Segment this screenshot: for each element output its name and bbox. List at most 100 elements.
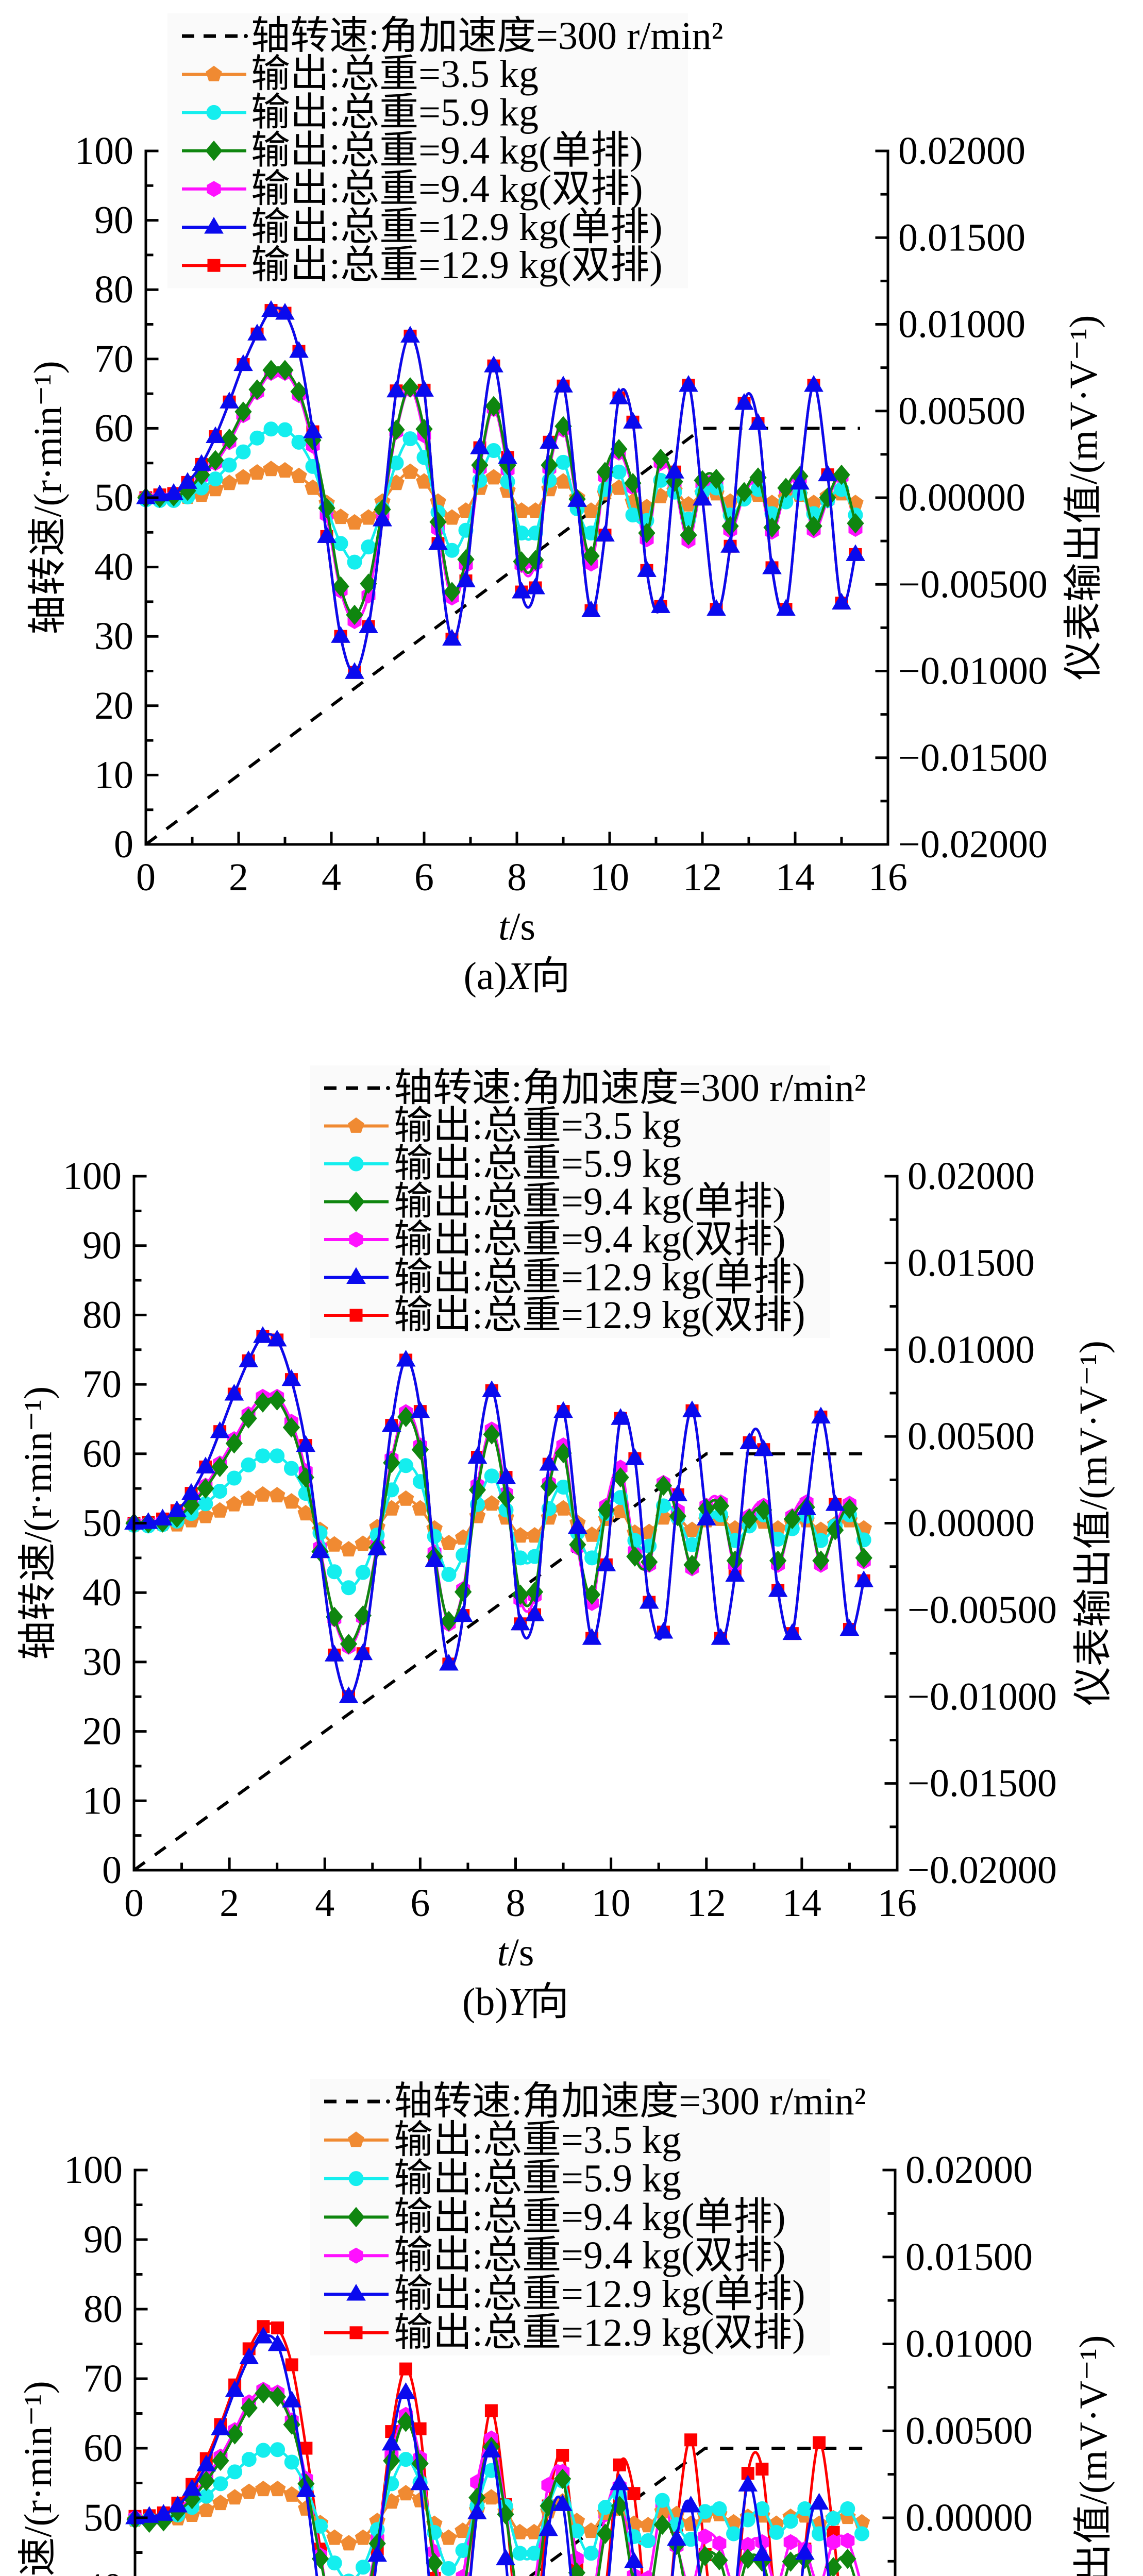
output-5-9kg-marker: [213, 2476, 228, 2492]
output-12-9kg-single-marker: [178, 472, 197, 489]
shaft-speed-line: [528, 2447, 867, 2576]
output-9-4kg-single-marker: [847, 513, 864, 534]
left-tick-label: 90: [82, 1224, 122, 1267]
x-tick-label: 14: [776, 856, 815, 899]
left-tick-label: 50: [82, 1502, 122, 1545]
output-12-9kg-single-marker: [195, 1456, 215, 1473]
output-9-4kg-single-marker: [583, 1584, 601, 1605]
output-12-9kg-single-marker: [154, 2504, 174, 2521]
legend-item-shaft-speed: 轴转速:角加速度=300 r/min²: [182, 14, 723, 58]
output-12-9kg-single-marker: [782, 1623, 802, 1640]
legend-item-output-3-5kg: 输出:总重=3.5 kg: [182, 53, 539, 96]
left-tick-label: 100: [63, 1155, 122, 1198]
output-9-4kg-single-marker: [240, 2397, 258, 2418]
output-3-5kg-marker: [512, 1527, 529, 1543]
output-12-9kg-double-marker: [613, 2458, 626, 2471]
output-5-9kg-marker: [241, 2452, 257, 2467]
output-9-4kg-single-marker: [225, 1433, 243, 1454]
output-12-9kg-single-marker: [609, 387, 629, 404]
left-tick-label: 80: [94, 268, 133, 311]
legend-hexagon-icon: [349, 1231, 363, 1248]
output-12-9kg-single-marker: [818, 464, 837, 482]
output-9-4kg-double-marker: [826, 2534, 841, 2550]
output-3-5kg-marker: [332, 509, 349, 524]
legend-item-output-12-9kg-single: 输出:总重=12.9 kg(单排): [324, 1256, 805, 1299]
output-5-9kg-marker: [583, 2546, 599, 2561]
output-12-9kg-single-marker: [653, 1621, 674, 1639]
output-12-9kg-single-marker: [665, 462, 684, 479]
left-axis-title: 轴转速/(r·min⁻¹): [26, 361, 70, 634]
legend-pentagon-icon: [348, 1117, 364, 1133]
legend-diamond-icon: [205, 140, 223, 161]
legend-label: 输出:总重=9.4 kg(双排): [251, 167, 643, 211]
output-5-9kg-marker: [398, 2452, 413, 2467]
legend-label: 输出:总重=3.5 kg: [394, 2119, 681, 2162]
output-12-9kg-single-marker: [825, 1494, 845, 1511]
output-5-9kg-marker: [526, 2546, 542, 2561]
axes: [133, 2168, 897, 2576]
output-12-9kg-single-marker: [498, 447, 517, 464]
output-3-5kg-marker: [326, 1536, 343, 1552]
x-tick-label: 10: [592, 1882, 631, 1925]
output-12-9kg-single-marker: [428, 533, 448, 550]
output-9-4kg-single-marker: [212, 2450, 229, 2471]
legend-diamond-icon: [347, 2207, 365, 2228]
output-5-9kg-marker: [343, 2573, 355, 2576]
legend-label: 输出:总重=5.9 kg: [394, 2157, 681, 2200]
output-9-4kg-single-marker: [783, 1509, 801, 1530]
output-12-9kg-single-marker: [414, 380, 434, 397]
legend-label: 输出:总重=9.4 kg(双排): [394, 1218, 786, 1261]
output-12-9kg-single-marker: [225, 2380, 245, 2397]
output-9-4kg-single-marker: [485, 396, 502, 417]
output-3-5kg-marker: [198, 2501, 215, 2517]
output-12-9kg-single-marker: [275, 302, 295, 320]
legend-triangle-icon: [346, 1267, 366, 1284]
output-9-4kg-single-marker: [711, 2550, 728, 2571]
left-tick-label: 60: [83, 2427, 123, 2470]
output-12-9kg-double-marker: [285, 2358, 298, 2371]
output-9-4kg-single-marker: [240, 1408, 257, 1429]
output-12-9kg-single-marker: [748, 413, 768, 430]
x-tick-label: 10: [590, 856, 629, 899]
x-tick-label: 8: [506, 1882, 526, 1925]
output-12-9kg-single-marker: [738, 2475, 758, 2492]
legend-item-output-9-4kg-single: 输出:总重=9.4 kg(单排): [324, 1180, 786, 1224]
left-tick-label: 70: [94, 337, 133, 381]
output-9-4kg-single-marker: [346, 604, 363, 625]
output-12-9kg-single-marker: [168, 2496, 188, 2513]
legend-label: 轴转速:角加速度=300 r/min²: [394, 1066, 866, 1110]
legend-label: 输出:总重=3.5 kg: [251, 53, 539, 96]
x-tick-label: 8: [507, 856, 527, 899]
output-9-4kg-single-marker: [397, 1406, 415, 1428]
output-3-5kg-marker: [360, 509, 377, 525]
output-12-9kg-single-marker: [153, 1509, 173, 1526]
output-5-9kg-marker: [712, 2501, 727, 2516]
output-12-9kg-single-marker: [839, 1619, 860, 1636]
output-9-4kg-single-marker: [554, 2468, 572, 2489]
output-5-9kg-marker: [486, 443, 501, 458]
output-5-9kg-marker: [826, 2511, 841, 2526]
output-12-9kg-single-marker: [595, 524, 615, 542]
output-12-9kg-double-marker: [813, 2436, 826, 2449]
right-tick-label: 0.00000: [907, 1502, 1035, 1545]
left-tick-label: 0: [114, 823, 133, 866]
legend-item-output-9-4kg-single: 输出:总重=9.4 kg(单排): [182, 129, 643, 173]
right-tick-label: −0.01000: [898, 650, 1048, 693]
output-12-9kg-single-marker: [734, 393, 754, 410]
caption-axis: Y: [508, 1980, 534, 2024]
output-9-4kg-single-marker: [426, 2552, 443, 2573]
caption-suffix: 向: [530, 1980, 569, 2024]
legend-circle-icon: [348, 1156, 364, 1172]
x-tick-label: 2: [229, 856, 248, 899]
right-tick-label: 0.00000: [905, 2496, 1033, 2539]
output-3-5kg-marker: [249, 464, 265, 480]
left-tick-label: 40: [82, 1571, 122, 1614]
output-5-9kg-marker: [227, 2464, 243, 2480]
output-9-4kg-single-marker: [248, 379, 266, 400]
output-12-9kg-single-marker: [790, 472, 810, 490]
legend-label: 输出:总重=5.9 kg: [251, 91, 539, 134]
output-9-4kg-single-marker: [652, 448, 669, 469]
right-tick-label: −0.02000: [898, 823, 1048, 866]
output-5-9kg-marker: [327, 2555, 342, 2571]
